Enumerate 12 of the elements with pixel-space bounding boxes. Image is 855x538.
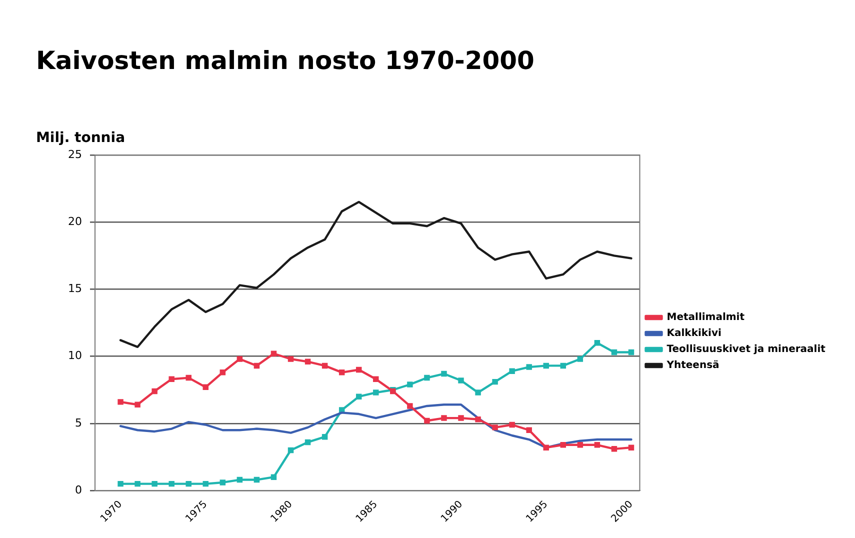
legend-label: Teollisuuskivet ja mineraalit	[666, 344, 826, 356]
y-tick-label: 0	[74, 483, 82, 496]
y-tick-label: 10	[68, 349, 82, 362]
y-tick-label: 5	[74, 416, 82, 430]
legend-label: Metallimalmit	[666, 312, 745, 324]
chart-title: Kaivosten malmin nosto 1970-2000	[36, 46, 534, 75]
legend-label: Yhteensä	[666, 360, 720, 372]
legend-label: Kalkkikivi	[666, 328, 722, 340]
y-axis-title: Milj. tonnia	[36, 130, 126, 146]
y-tick-label: 15	[68, 282, 82, 296]
y-tick-label: 25	[68, 148, 82, 161]
y-tick-label: 20	[68, 214, 82, 228]
